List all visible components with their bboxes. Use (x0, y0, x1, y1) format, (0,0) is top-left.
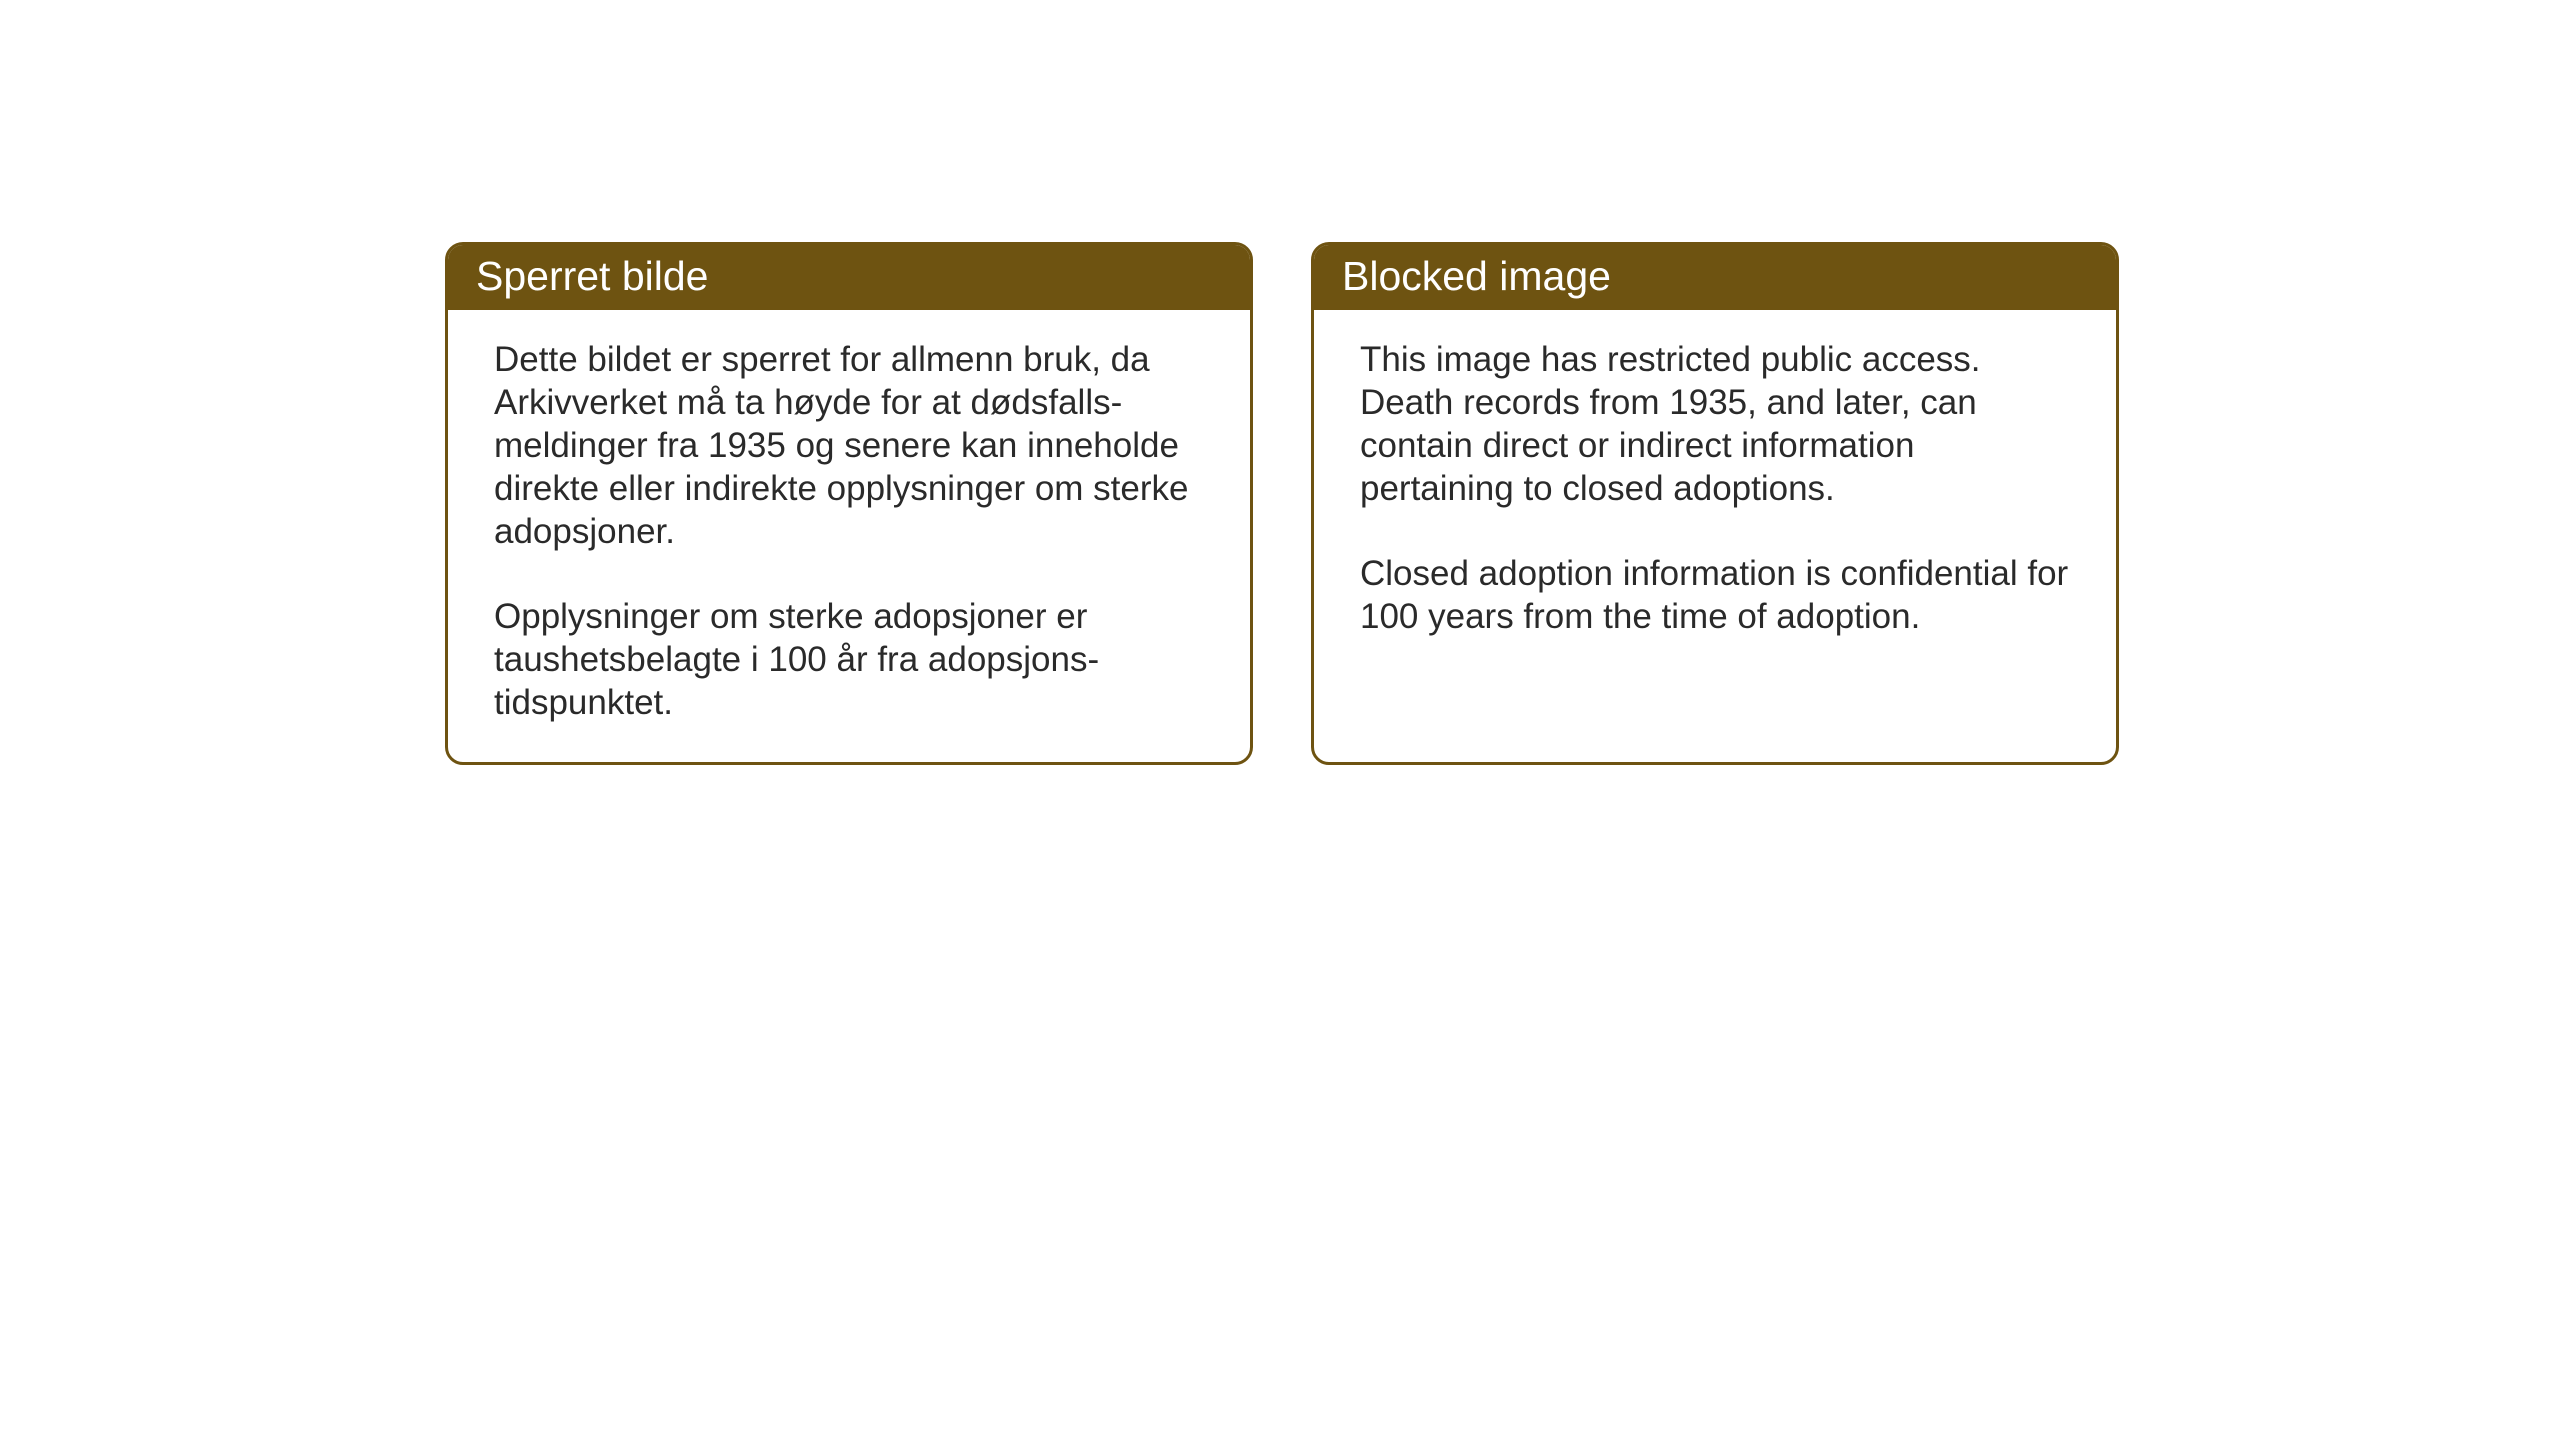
norwegian-paragraph-2: Opplysninger om sterke adopsjoner er tau… (494, 595, 1204, 724)
norwegian-paragraph-1: Dette bildet er sperret for allmenn bruk… (494, 338, 1204, 553)
english-notice-card: Blocked image This image has restricted … (1311, 242, 2119, 765)
norwegian-card-title: Sperret bilde (448, 245, 1250, 310)
norwegian-notice-card: Sperret bilde Dette bildet er sperret fo… (445, 242, 1253, 765)
english-card-body: This image has restricted public access.… (1314, 310, 2116, 676)
english-card-title: Blocked image (1314, 245, 2116, 310)
english-paragraph-2: Closed adoption information is confident… (1360, 552, 2070, 638)
norwegian-card-body: Dette bildet er sperret for allmenn bruk… (448, 310, 1250, 762)
english-paragraph-1: This image has restricted public access.… (1360, 338, 2070, 510)
notice-container: Sperret bilde Dette bildet er sperret fo… (445, 242, 2119, 765)
